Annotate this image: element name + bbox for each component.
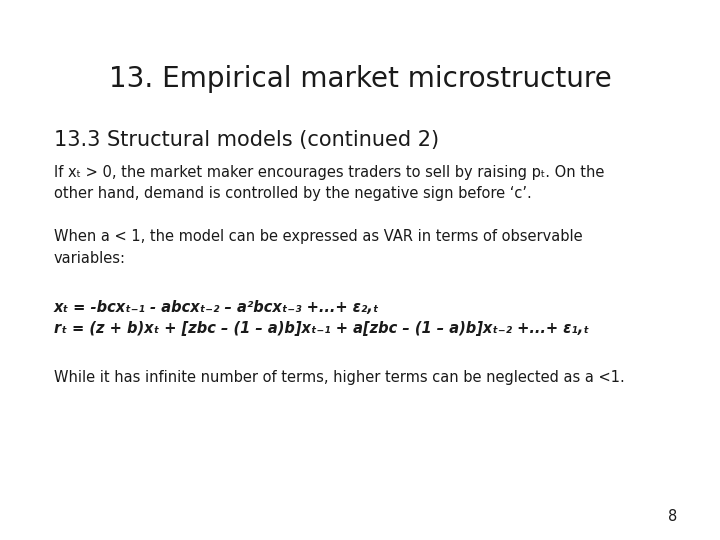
Text: 13.3 Structural models (continued 2): 13.3 Structural models (continued 2): [54, 130, 439, 150]
Text: While it has infinite number of terms, higher terms can be neglected as a <1.: While it has infinite number of terms, h…: [54, 370, 625, 385]
Text: If xₜ > 0, the market maker encourages traders to sell by raising pₜ. On the: If xₜ > 0, the market maker encourages t…: [54, 165, 604, 180]
Text: rₜ = (z + b)xₜ + [zbc – (1 – a)b]xₜ₋₁ + a[zbc – (1 – a)b]xₜ₋₂ +...+ ε₁,ₜ: rₜ = (z + b)xₜ + [zbc – (1 – a)b]xₜ₋₁ + …: [54, 321, 589, 336]
Text: xₜ = -bcxₜ₋₁ - abcxₜ₋₂ – a²bcxₜ₋₃ +...+ ε₂,ₜ: xₜ = -bcxₜ₋₁ - abcxₜ₋₂ – a²bcxₜ₋₃ +...+ …: [54, 300, 379, 315]
Text: 13. Empirical market microstructure: 13. Empirical market microstructure: [109, 65, 611, 93]
Text: variables:: variables:: [54, 251, 126, 266]
Text: other hand, demand is controlled by the negative sign before ‘c’.: other hand, demand is controlled by the …: [54, 186, 532, 201]
Text: 8: 8: [667, 509, 677, 524]
Text: When a < 1, the model can be expressed as VAR in terms of observable: When a < 1, the model can be expressed a…: [54, 230, 582, 245]
